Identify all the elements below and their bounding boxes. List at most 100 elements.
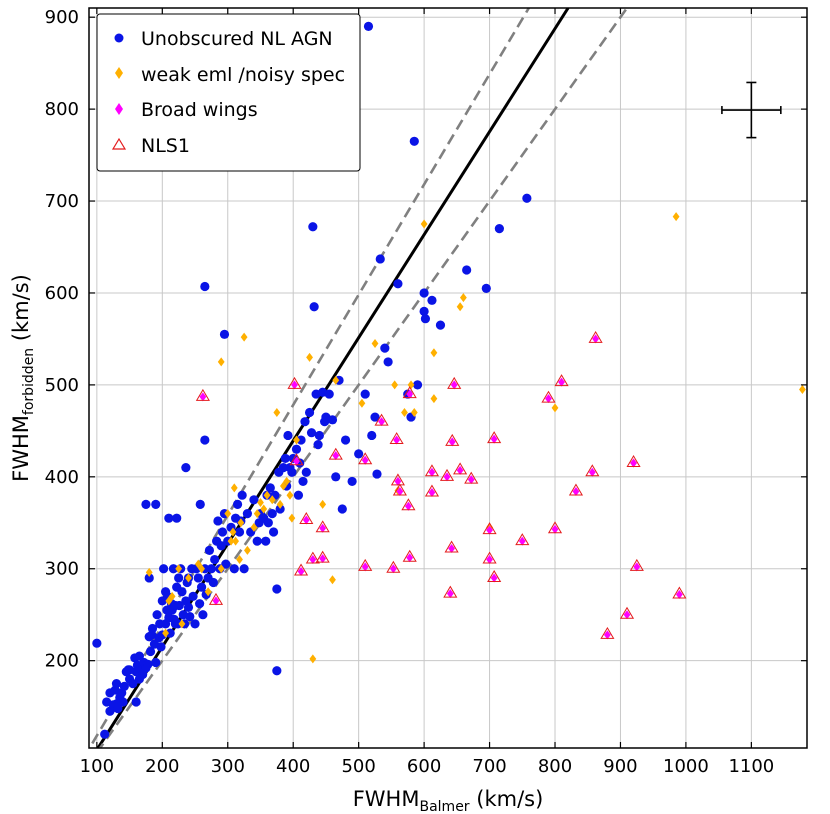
weak-eml-point [293, 435, 300, 445]
agn-point [239, 564, 249, 574]
nls1-point [482, 551, 497, 564]
weak-eml-point [268, 495, 276, 505]
nls1-point [299, 512, 314, 525]
agn-point [160, 587, 171, 597]
broad-wings-point [551, 524, 559, 534]
agn-point [261, 536, 271, 546]
y-tick-label: 900 [45, 7, 79, 28]
broad-wings-point [490, 434, 498, 444]
agn-point [435, 320, 446, 330]
weak-eml-point [204, 587, 212, 597]
nls1-point [585, 464, 600, 477]
agn-point [174, 600, 184, 611]
x-axis-label-sub: Balmer [419, 799, 469, 814]
data-points [92, 21, 806, 739]
agn-point [156, 642, 166, 652]
agn-point [210, 554, 220, 565]
agn-point [168, 564, 179, 574]
x-tick-label: 1000 [663, 756, 709, 777]
agn-point [143, 659, 153, 669]
nls1-point [402, 386, 417, 399]
broad-wings-point [490, 573, 498, 583]
agn-point [119, 681, 129, 692]
y-tick-label: 400 [45, 467, 79, 488]
agn-point [216, 541, 226, 551]
agn-point [147, 623, 158, 634]
agn-point [174, 573, 184, 583]
agn-point [111, 679, 122, 689]
broad-wings-point [428, 467, 436, 477]
nls1-point [515, 533, 530, 546]
legend-label-nls1: NLS1 [141, 135, 190, 157]
nls1-point [401, 498, 416, 511]
nls1-point [358, 452, 373, 465]
broad-wings-point [297, 567, 305, 577]
broad-wings-point [633, 562, 641, 572]
agn-point [337, 504, 347, 514]
agn-point [300, 417, 310, 427]
weak-eml-point [217, 564, 225, 574]
agn-point [462, 265, 472, 275]
broad-wings-point [630, 458, 637, 468]
nls1-point [600, 626, 615, 639]
broad-wings-point [389, 564, 397, 574]
agn-point [92, 638, 102, 648]
broad-wings-point [319, 554, 327, 564]
agn-point [298, 476, 308, 487]
weak-eml-point [319, 499, 327, 509]
nls1-point [195, 388, 210, 401]
agn-point [409, 136, 419, 146]
broad-wings-point [406, 553, 414, 563]
agn-point [141, 499, 151, 509]
agn-point [331, 472, 341, 482]
agn-point [234, 527, 245, 537]
broad-wings-point [467, 475, 475, 485]
weak-eml-point [260, 504, 268, 514]
agn-point [193, 573, 203, 583]
agn-point [340, 435, 351, 445]
agn-point [181, 463, 191, 473]
broad-wings-point [378, 417, 385, 427]
legend-marker-orange-diamond [115, 67, 123, 79]
agn-point [327, 415, 338, 425]
agn-point [383, 357, 393, 367]
nls1-point [443, 585, 458, 598]
x-tick-label: 300 [211, 756, 245, 777]
y-axis-label-sub: forbidden [21, 348, 37, 415]
plot-frame [88, 7, 808, 749]
agn-point [200, 435, 210, 445]
agn-point [420, 314, 431, 324]
agn-point [419, 306, 429, 316]
agn-point [172, 513, 182, 523]
agn-point [151, 499, 161, 509]
nls1-point [287, 376, 302, 389]
agn-point [272, 666, 282, 676]
agn-point [412, 380, 423, 390]
agn-point [522, 193, 532, 203]
agn-point [494, 224, 504, 234]
broad-wings-point [405, 501, 412, 511]
broad-wings-point [486, 555, 493, 565]
broad-wings-point [361, 455, 369, 465]
y-tick-label: 500 [45, 375, 79, 396]
agn-point [375, 254, 385, 264]
nls1-point [293, 563, 309, 576]
nls1-point [619, 606, 635, 619]
x-tick-label: 400 [276, 756, 310, 777]
agn-point [206, 564, 216, 574]
agn-point [481, 283, 491, 293]
agn-point [165, 628, 175, 638]
agn-point [128, 679, 138, 689]
agn-point [229, 564, 239, 574]
legend-marker-triangle [111, 137, 127, 150]
weak-eml-point [168, 591, 176, 601]
weak-eml-point [217, 357, 225, 367]
agn-point [354, 449, 364, 459]
agn-point [363, 21, 374, 31]
nls1-point [389, 432, 404, 445]
nls1-point [305, 551, 320, 564]
agn-point [314, 430, 324, 441]
nls1-point [444, 540, 459, 553]
agn-point [195, 599, 205, 609]
